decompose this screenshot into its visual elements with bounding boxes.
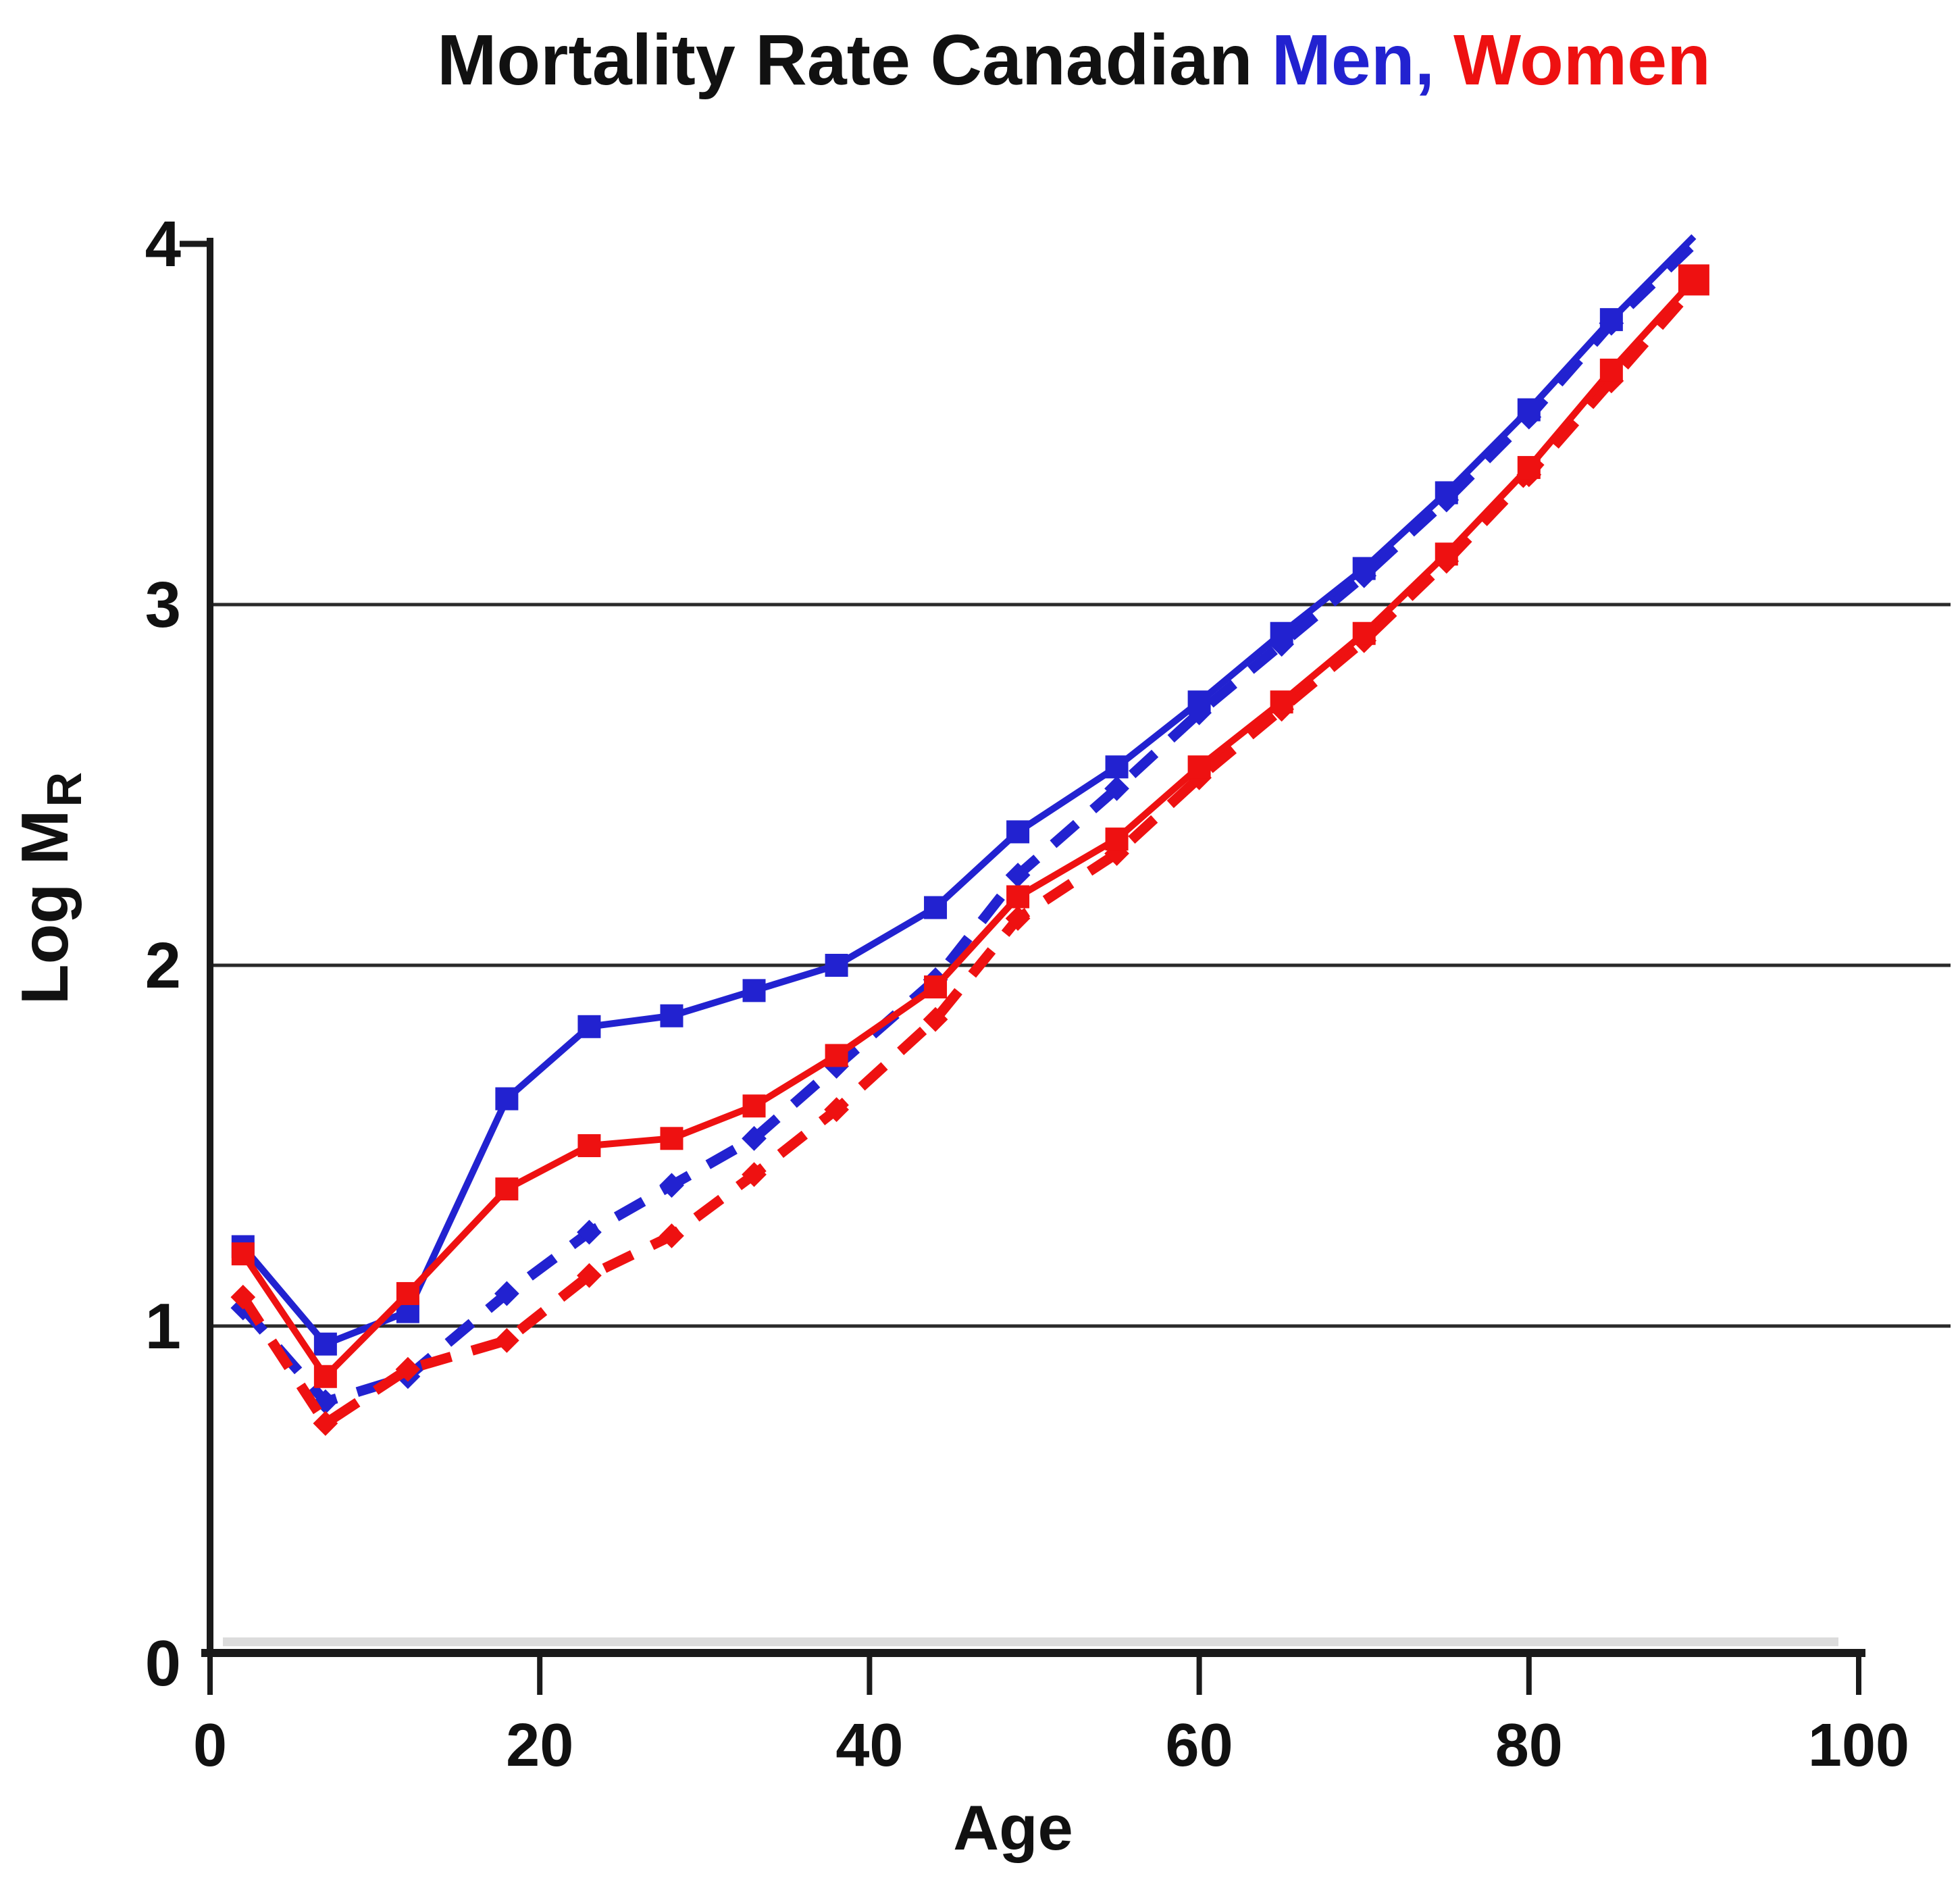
data-point-marker (313, 1365, 337, 1388)
data-point-marker (659, 1173, 684, 1198)
x-tick-label: 20 (506, 1712, 573, 1779)
data-point-marker (1105, 755, 1129, 779)
data-point-marker (396, 1281, 419, 1305)
data-point-marker (1104, 775, 1129, 801)
data-point-marker (577, 1134, 601, 1157)
data-point-marker (1517, 398, 1541, 422)
data-point-marker (1435, 542, 1458, 566)
data-point-marker (1517, 456, 1541, 480)
data-point-marker (1006, 820, 1030, 844)
y-tick-label: 4 (145, 208, 181, 280)
data-point-marker (313, 1410, 338, 1436)
data-point-marker (494, 1281, 519, 1306)
data-point-marker (825, 954, 848, 977)
x-tick-label: 60 (1166, 1712, 1233, 1779)
data-point-marker (660, 1004, 684, 1027)
data-point-marker (659, 1223, 684, 1248)
series-line (240, 234, 1697, 1348)
data-point-marker (742, 979, 766, 1002)
data-point-marker (1270, 621, 1293, 645)
data-point-marker (230, 1284, 256, 1310)
y-tick-label: 1 (145, 1290, 181, 1363)
data-point-marker (1599, 308, 1623, 332)
data-point-marker (1352, 621, 1376, 645)
data-point-marker (495, 1087, 519, 1111)
data-point-marker (494, 1327, 519, 1353)
series-layer (230, 234, 1709, 1436)
chart-title-black: Mortality Rate Canadian (437, 20, 1252, 100)
y-tick-label: 0 (145, 1627, 181, 1700)
chart-title: Mortality Rate Canadian Men, Women (437, 20, 1711, 100)
data-point-marker (742, 1125, 767, 1151)
data-point-marker (1105, 828, 1129, 851)
data-point-marker (313, 1332, 337, 1356)
y-axis-label-subscript: R (38, 772, 92, 807)
y-tick-labels: 0 1 2 3 4 (145, 208, 181, 1700)
x-tick-label: 100 (1808, 1712, 1909, 1779)
axis-shadow (223, 1637, 1838, 1646)
series-line (239, 240, 1698, 1407)
data-point-marker (1599, 358, 1623, 382)
series-line (238, 284, 1698, 1429)
y-axis-label: Log MR (7, 772, 92, 1004)
data-point-marker (1005, 906, 1031, 931)
data-point-marker (395, 1356, 421, 1382)
x-tick-labels: 0 20 40 60 80 100 (193, 1712, 1909, 1779)
y-tick-label: 3 (145, 569, 181, 641)
x-tick-label: 40 (835, 1712, 903, 1779)
data-point-marker (495, 1177, 519, 1201)
data-point-marker (824, 1097, 849, 1122)
series-women-solid (231, 264, 1709, 1388)
y-axis-label-main: Log M (7, 810, 82, 1004)
data-point-marker (1678, 264, 1709, 296)
data-point-marker (1187, 755, 1211, 779)
data-point-marker (577, 1263, 602, 1288)
series-line (240, 278, 1697, 1380)
data-point-marker (924, 896, 948, 919)
data-point-marker (1270, 690, 1293, 714)
data-point-marker (923, 1007, 948, 1032)
x-tick-label: 80 (1495, 1712, 1563, 1779)
chart-title-men: Men, (1272, 20, 1435, 100)
gridlines (210, 603, 1951, 1328)
data-point-marker (660, 1127, 684, 1150)
axes (180, 238, 1865, 1695)
data-point-marker (1187, 690, 1211, 714)
data-point-marker (231, 1242, 255, 1266)
y-tick-label: 2 (145, 930, 181, 1002)
chart-title-women: Women (1453, 20, 1711, 100)
x-tick-label: 0 (193, 1712, 227, 1779)
x-axis-label: Age (953, 1792, 1073, 1863)
data-point-marker (742, 1162, 767, 1188)
data-point-marker (1005, 863, 1031, 888)
data-point-marker (577, 1015, 601, 1038)
data-point-marker (1352, 557, 1376, 580)
data-point-marker (742, 1094, 766, 1118)
data-point-marker (825, 1044, 848, 1067)
data-point-marker (577, 1219, 602, 1245)
data-point-marker (1006, 885, 1030, 909)
data-point-marker (924, 975, 948, 999)
data-point-marker (1435, 481, 1458, 505)
